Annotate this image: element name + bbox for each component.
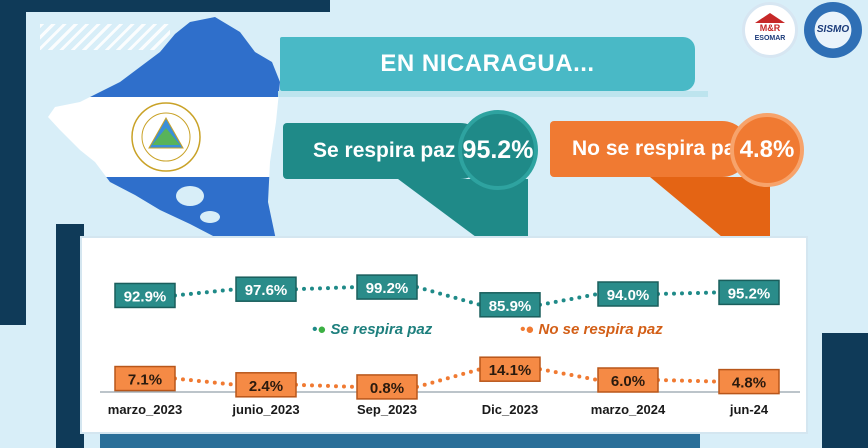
x-tick-label-0: marzo_2023 [108,402,182,417]
series-1-label-2: 0.8% [370,380,404,397]
series-0-point-2 [356,274,418,300]
legend-negative: •● No se respira paz [520,321,663,338]
series-1-connector [656,378,721,384]
series-1-connector [173,376,238,387]
mr-consultores-logo: M&R ESOMAR [742,2,798,58]
series-0-label-3: 85.9% [489,298,532,315]
legend-positive: •● Se respira paz [312,321,432,338]
series-0-connector [656,290,721,296]
legend-negative-dot-icon: ● [525,321,535,338]
series-1-connector [294,382,359,389]
top-accent-bar [0,0,330,12]
series-1-label-5: 4.8% [732,375,766,392]
decorative-stripes [40,24,170,50]
series-1-label-4: 6.0% [611,373,645,390]
positive-stat-label: Se respira paz [313,139,456,162]
series-1-connector [415,367,482,389]
negative-stat-label: No se respira paz [572,137,746,160]
series-1-label-0: 7.1% [128,372,162,389]
legend-positive-dot-icon: ● [317,321,327,338]
series-0-label-5: 95.2% [728,285,771,302]
series-0-connector [294,285,359,292]
mr-logo-text: M&R [759,23,781,33]
series-0-connector [415,285,482,307]
x-tick-label-4: marzo_2024 [591,402,666,417]
mr-logo-roof-icon [755,13,785,23]
series-1-label-3: 14.1% [489,362,532,379]
series-0-point-5 [718,279,780,306]
legend-positive-label: Se respira paz [330,321,433,338]
series-0-connector [538,292,600,307]
legend-negative-marker-icon: • [520,321,526,338]
left-accent-bar [0,0,26,325]
series-0-point-0 [114,282,176,309]
series-0-label-0: 92.9% [124,288,167,305]
series-1-point-1 [235,372,297,398]
sismo-logo-text: SISMO [816,24,850,35]
x-tick-label-3: Dic_2023 [482,402,538,417]
positive-stat-pill: Se respira paz [283,123,488,179]
mr-logo-subtext: ESOMAR [754,35,786,42]
x-tick-label-2: Sep_2023 [357,402,417,417]
series-1-point-3 [479,356,541,382]
series-0-point-1 [235,276,297,302]
page-title: EN NICARAGUA... [280,37,695,91]
series-0-label-4: 94.0% [607,287,650,304]
negative-stat-pill: No se respira paz [550,121,750,177]
legend-positive-marker-icon: • [312,321,318,338]
series-0-label-1: 97.6% [245,282,288,299]
x-tick-label-1: junio_2023 [231,402,299,417]
series-1-label-1: 2.4% [249,378,283,395]
x-tick-label-5: jun-24 [729,402,769,417]
series-0-point-4 [597,281,659,307]
title-shadow [278,91,708,97]
series-0-label-2: 99.2% [366,280,409,297]
sismo-logo: SISMO [804,2,862,58]
series-1-point-5 [718,368,780,395]
bottom-accent-strip [100,432,700,448]
series-1-connector [538,367,600,382]
series-0-connector [173,287,238,298]
negative-stat-value: 4.8% [730,113,804,187]
series-1-point-2 [356,374,418,400]
lower-right-accent [822,333,868,448]
series-0-point-3 [479,292,541,318]
lower-left-accent [56,224,84,448]
series-1-point-0 [114,365,176,392]
series-1-point-4 [597,367,659,393]
legend-negative-label: No se respira paz [538,321,663,338]
chart-panel [80,236,808,434]
positive-stat-value: 95.2% [458,110,538,190]
